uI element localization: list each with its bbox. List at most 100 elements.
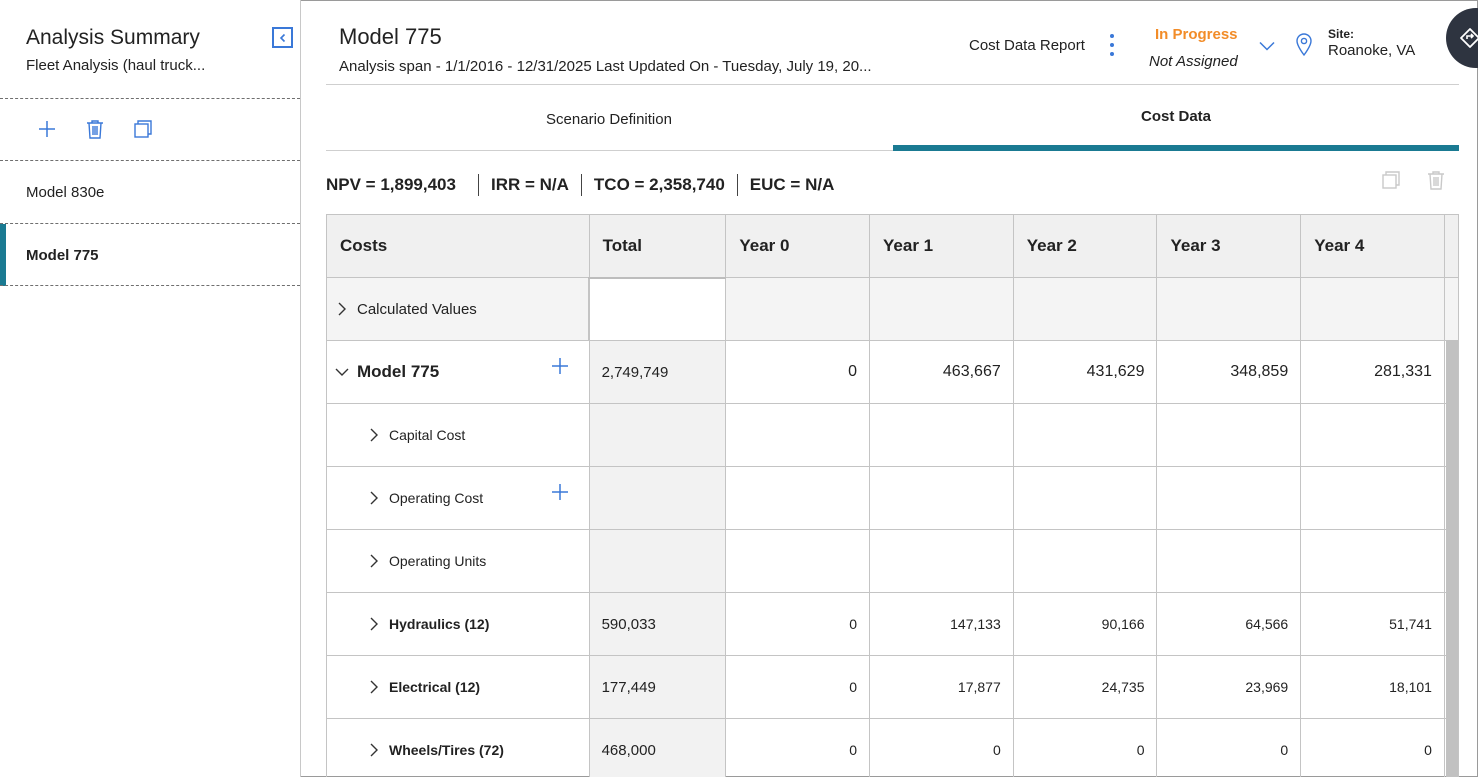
table-row: Operating Units xyxy=(326,529,1459,593)
assignment-status: Not Assigned xyxy=(1149,53,1238,70)
year-cell xyxy=(1300,466,1445,530)
year-cell xyxy=(1012,403,1158,467)
delete-button[interactable] xyxy=(84,118,106,140)
year-cell xyxy=(1300,529,1445,593)
year-cell: 463,667 xyxy=(869,340,1014,404)
chevron-right-icon[interactable] xyxy=(367,743,381,757)
add-operating-cost-button[interactable] xyxy=(551,483,569,506)
main-panel: Model 775 Analysis span - 1/1/2016 - 12/… xyxy=(301,0,1478,777)
more-options-icon[interactable] xyxy=(1107,34,1117,56)
year-cell: 147,133 xyxy=(869,592,1014,656)
add-button[interactable] xyxy=(36,118,58,140)
chevron-right-icon[interactable] xyxy=(335,302,349,316)
copy-button[interactable] xyxy=(1381,170,1401,192)
divider xyxy=(0,160,300,161)
divider xyxy=(326,84,1459,85)
page-title: Model 775 xyxy=(339,24,442,49)
divider xyxy=(0,98,300,99)
year-cell xyxy=(1156,403,1302,467)
delete-button[interactable] xyxy=(1427,170,1447,192)
sidebar-subtitle: Fleet Analysis (haul truck... xyxy=(26,57,206,74)
grid-toolbar xyxy=(1381,170,1447,192)
divider xyxy=(0,285,300,286)
table-row: Hydraulics (12) 590,033 0 147,133 90,166… xyxy=(326,592,1459,656)
year-cell: 0 xyxy=(725,718,871,777)
row-label: Electrical (12) xyxy=(389,679,481,695)
chevron-right-icon[interactable] xyxy=(367,554,381,568)
tco-metric: TCO = 2,358,740 xyxy=(593,175,725,194)
year-cell: 0 xyxy=(1300,718,1445,777)
year-cell xyxy=(1156,277,1302,341)
table-row: Electrical (12) 177,449 0 17,877 24,735 … xyxy=(326,655,1459,719)
column-header[interactable]: Year 4 xyxy=(1300,214,1445,278)
column-header[interactable]: Year 2 xyxy=(1012,214,1158,278)
table-row: Calculated Values xyxy=(326,277,1459,341)
site-label: Site: xyxy=(1328,27,1355,41)
year-cell: 281,331 xyxy=(1300,340,1445,404)
side-panel-toggle-button[interactable] xyxy=(1446,8,1478,68)
year-cell: 17,877 xyxy=(869,655,1014,719)
table-row: Wheels/Tires (72) 468,000 0 0 0 0 0 xyxy=(326,718,1459,777)
analysis-span-text: Analysis span - 1/1/2016 - 12/31/2025 La… xyxy=(339,58,872,75)
status-dropdown-button[interactable] xyxy=(1259,38,1275,56)
total-cell xyxy=(588,466,727,530)
tab-bar: Scenario Definition Cost Data xyxy=(326,100,1459,151)
sidebar-item-model-830e[interactable]: Model 830e xyxy=(0,161,300,223)
year-cell xyxy=(725,466,871,530)
total-cell: 590,033 xyxy=(588,592,727,656)
total-cell: 177,449 xyxy=(588,655,727,719)
year-cell: 64,566 xyxy=(1156,592,1302,656)
year-cell: 90,166 xyxy=(1012,592,1158,656)
year-cell: 24,735 xyxy=(1012,655,1158,719)
add-cost-button[interactable] xyxy=(551,357,569,380)
table-row: Operating Cost xyxy=(326,466,1459,530)
column-header[interactable]: Year 3 xyxy=(1156,214,1302,278)
year-cell xyxy=(725,403,871,467)
row-label: Operating Cost xyxy=(389,490,484,506)
chevron-right-icon[interactable] xyxy=(367,428,381,442)
year-cell: 431,629 xyxy=(1012,340,1158,404)
year-cell: 0 xyxy=(1012,718,1158,777)
chevron-right-icon[interactable] xyxy=(367,617,381,631)
column-header[interactable]: Year 1 xyxy=(869,214,1014,278)
divider xyxy=(580,174,582,196)
sidebar-item-label: Model 830e xyxy=(26,183,105,201)
year-cell: 23,969 xyxy=(1156,655,1302,719)
status-badge: In Progress xyxy=(1155,26,1238,43)
cost-data-report-link[interactable]: Cost Data Report xyxy=(969,37,1085,54)
chevron-left-icon xyxy=(279,33,285,42)
plus-icon xyxy=(39,121,55,137)
total-cell: 468,000 xyxy=(588,718,727,777)
npv-metric: NPV = 1,899,403 xyxy=(326,175,456,194)
tab-cost-data[interactable]: Cost Data xyxy=(893,100,1459,151)
chevron-down-icon[interactable] xyxy=(335,368,349,376)
vertical-scrollbar[interactable] xyxy=(1446,340,1458,777)
plus-icon xyxy=(551,484,568,500)
chevron-right-icon[interactable] xyxy=(367,680,381,694)
year-cell xyxy=(1156,529,1302,593)
chevron-right-icon[interactable] xyxy=(367,491,381,505)
tab-scenario-definition[interactable]: Scenario Definition xyxy=(546,111,672,128)
sidebar-item-model-775[interactable]: Model 775 xyxy=(0,224,300,286)
column-header[interactable]: Total xyxy=(588,214,727,279)
column-header-overflow xyxy=(1443,214,1459,278)
column-header[interactable]: Costs xyxy=(326,214,590,278)
row-label: Capital Cost xyxy=(389,427,466,443)
site-value: Roanoke, VA xyxy=(1328,42,1416,59)
year-cell: 348,859 xyxy=(1156,340,1302,404)
year-cell xyxy=(1012,277,1158,341)
irr-metric: IRR = N/A xyxy=(490,175,569,194)
column-header[interactable]: Year 0 xyxy=(725,214,871,278)
sidebar: Analysis Summary Fleet Analysis (haul tr… xyxy=(0,0,301,777)
year-cell xyxy=(869,277,1014,341)
year-cell xyxy=(1012,529,1158,593)
collapse-sidebar-button[interactable] xyxy=(272,27,293,48)
copy-button[interactable] xyxy=(132,118,154,140)
row-label: Hydraulics (12) xyxy=(389,616,490,632)
table-row: Capital Cost xyxy=(326,403,1459,467)
year-cell: 0 xyxy=(1156,718,1302,777)
year-cell: 51,741 xyxy=(1300,592,1445,656)
grid-header-row: Costs Total Year 0 Year 1 Year 2 Year 3 … xyxy=(326,214,1459,279)
chevron-down-icon xyxy=(1259,41,1275,51)
divider xyxy=(0,223,300,224)
